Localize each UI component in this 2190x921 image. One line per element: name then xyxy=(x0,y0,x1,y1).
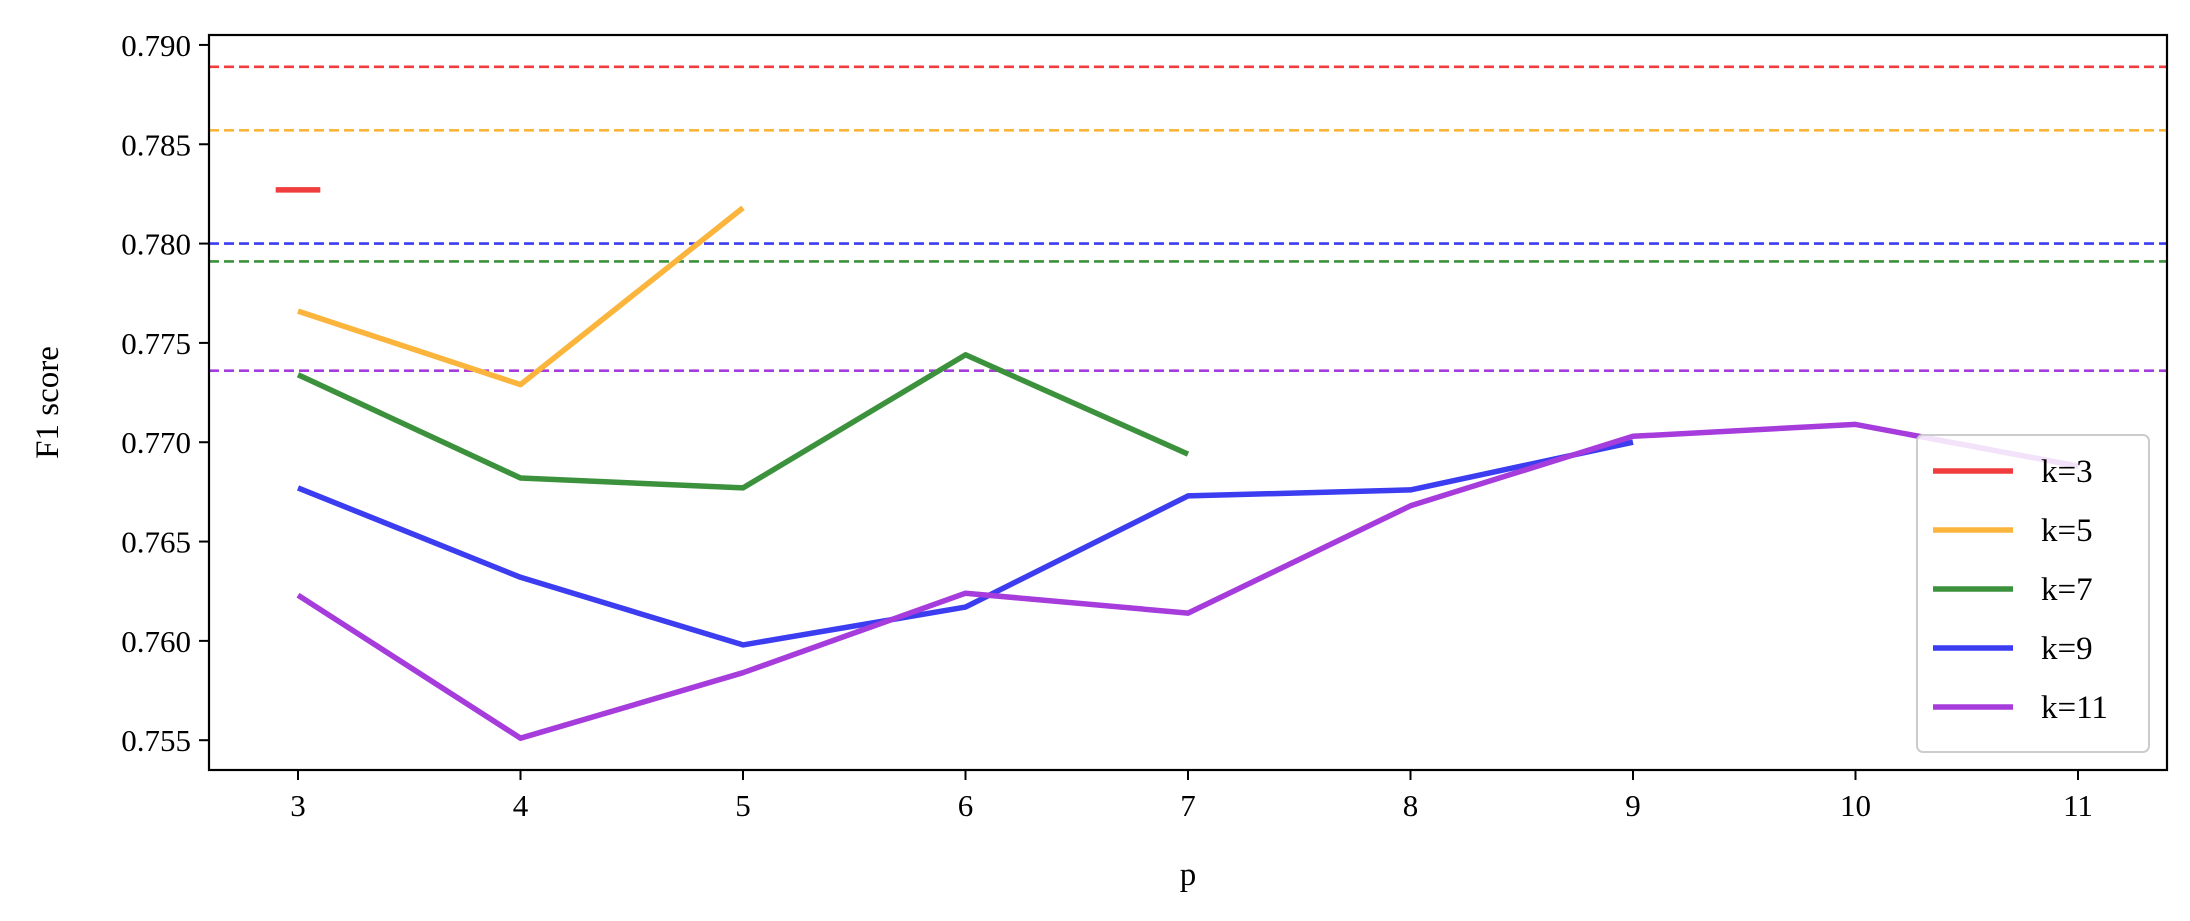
y-tick-label: 0.785 xyxy=(121,127,191,162)
series-line xyxy=(296,421,2079,741)
reference-lines xyxy=(209,65,2167,373)
legend: k=3 k=5 k=7 k=9 k=11 xyxy=(1916,434,2150,753)
x-tick-label: 8 xyxy=(1403,788,1419,823)
y-tick-label: 0.775 xyxy=(121,326,191,361)
y-tick-label: 0.770 xyxy=(121,425,191,460)
x-tick-label: 6 xyxy=(958,788,974,823)
x-tick-label: 9 xyxy=(1625,788,1641,823)
x-tick-label: 7 xyxy=(1180,788,1196,823)
series-line xyxy=(297,205,745,388)
y-tick-label: 0.780 xyxy=(121,227,191,262)
series-line xyxy=(296,352,1190,491)
series-line xyxy=(296,439,1634,648)
x-tick-label: 11 xyxy=(2063,788,2093,823)
x-tick-label: 4 xyxy=(513,788,529,823)
x-tick-label: 3 xyxy=(290,788,306,823)
y-axis-title: F1 score xyxy=(30,346,66,459)
legend-label: k=11 xyxy=(2041,690,2108,726)
y-tick-label: 0.765 xyxy=(121,525,191,560)
legend-label: k=3 xyxy=(2041,454,2093,490)
legend-box xyxy=(1916,434,2150,753)
y-tick-label: 0.760 xyxy=(121,624,191,659)
x-axis: 3 4 5 6 7 8 9 10 11 xyxy=(290,770,2093,823)
y-tick-label: 0.790 xyxy=(121,28,191,63)
x-tick-label: 5 xyxy=(735,788,751,823)
legend-label: k=5 xyxy=(2041,513,2093,549)
x-tick-label: 10 xyxy=(1840,788,1871,823)
y-tick-label: 0.755 xyxy=(121,723,191,758)
x-axis-title: p xyxy=(1180,857,1197,893)
series-lines xyxy=(275,187,2079,741)
legend-label: k=9 xyxy=(2041,631,2093,667)
legend-label: k=7 xyxy=(2041,572,2093,608)
y-axis: 0.755 0.760 0.765 0.770 0.775 0.780 0.785 0.790 xyxy=(121,28,209,758)
